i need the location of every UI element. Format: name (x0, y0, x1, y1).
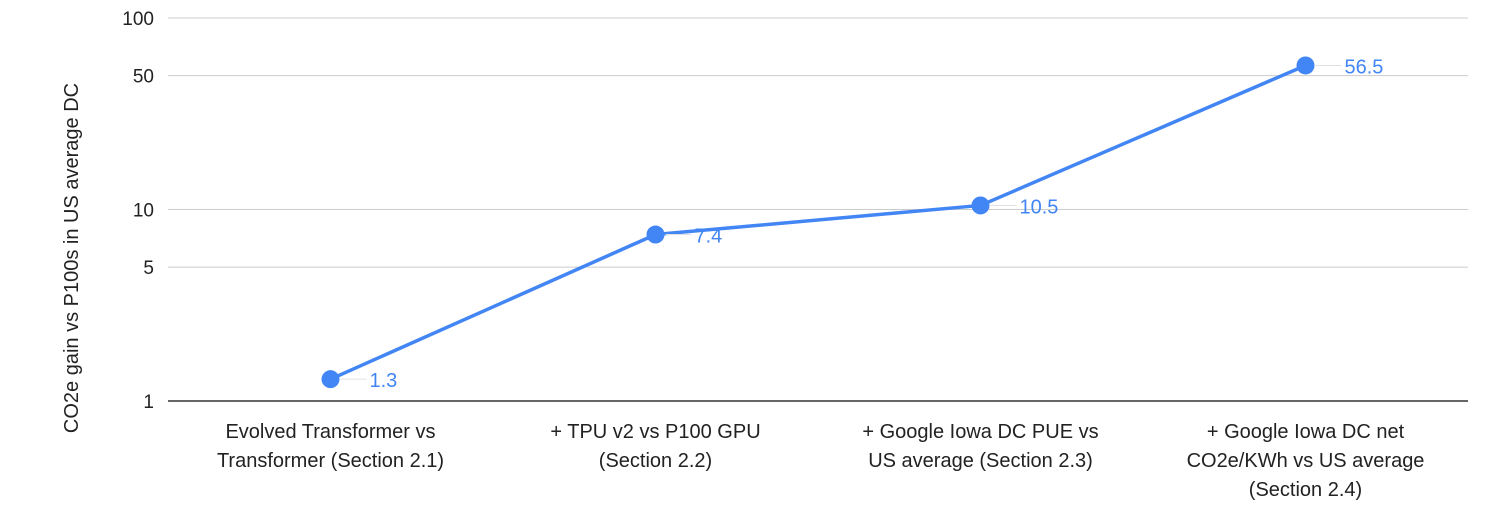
x-category-label-line: Evolved Transformer vs (225, 421, 435, 443)
x-category-label-line: + TPU v2 vs P100 GPU (550, 421, 760, 443)
x-category-label-line: (Section 2.2) (599, 450, 712, 472)
data-point (646, 225, 665, 244)
series-layer: 1.3 7.4 10.5 56.5 (321, 56, 1384, 392)
x-category-label-line: Transformer (Section 2.1) (217, 450, 444, 472)
data-label: 10.5 (1020, 196, 1059, 218)
y-tick-label: 10 (133, 201, 154, 222)
x-category-label-line: (Section 2.4) (1249, 479, 1362, 501)
y-tick-label: 50 (133, 67, 154, 88)
x-category-label-line: US average (Section 2.3) (868, 450, 1093, 472)
x-category-label: + Google Iowa DC PUE vs US average (Secti… (862, 421, 1098, 472)
data-label: 56.5 (1345, 56, 1384, 78)
x-category-label: + Google Iowa DC net CO2e/KWh vs US avera… (1187, 421, 1425, 501)
data-point (1296, 56, 1315, 75)
y-tick-label: 100 (122, 9, 154, 30)
x-category-label-line: + Google Iowa DC PUE vs (862, 421, 1098, 443)
x-category-label: + TPU v2 vs P100 GPU (Section 2.2) (550, 421, 760, 472)
data-point (321, 370, 340, 389)
y-tick-label: 5 (143, 258, 154, 279)
y-tick-labels: 1 5 10 50 100 (122, 9, 154, 413)
series-line (328, 63, 1308, 381)
x-category-label: Evolved Transformer vs Transformer (Secti… (217, 421, 444, 472)
x-category-label-line: CO2e/KWh vs US average (1187, 450, 1425, 472)
y-tick-label: 1 (143, 392, 154, 413)
x-category-label-line: + Google Iowa DC net (1207, 421, 1405, 443)
y-axis-title: CO2e gain vs P100s in US average DC (61, 83, 83, 433)
x-category-labels: Evolved Transformer vs Transformer (Secti… (217, 421, 1424, 501)
data-label: 1.3 (370, 370, 398, 392)
data-label: 7.4 (695, 226, 723, 248)
data-point (971, 196, 990, 215)
gridlines (168, 17, 1468, 402)
